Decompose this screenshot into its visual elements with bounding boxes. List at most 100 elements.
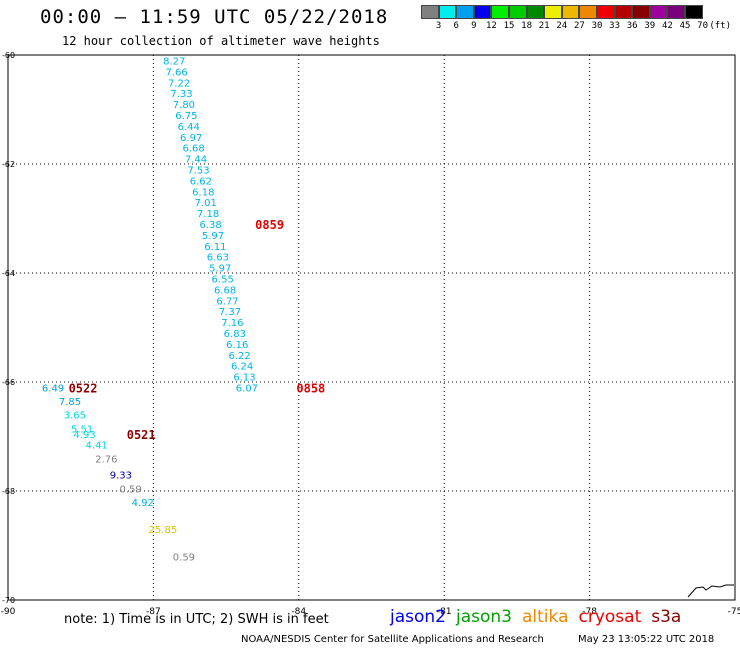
wave-height-value: 7.85 <box>59 397 81 408</box>
color-scale-label: 36 <box>626 21 638 31</box>
wave-height-value: 5.51 <box>71 424 93 435</box>
wave-height-value: 6.49 <box>42 383 64 394</box>
wave-height-value: 7.37 <box>219 307 241 318</box>
wave-height-value: 6.44 <box>178 122 200 133</box>
wave-height-value: 6.18 <box>192 187 214 198</box>
color-swatch <box>544 5 562 19</box>
wave-height-value: 25.85 <box>149 525 178 536</box>
color-scale-label: 30 <box>591 21 603 31</box>
units-note: note: 1) Time is in UTC; 2) SWH is in fe… <box>64 612 329 627</box>
wave-height-value: 0.59 <box>173 552 195 563</box>
x-tick-label: -87 <box>146 607 161 617</box>
wave-height-value: 7.44 <box>185 155 207 166</box>
color-swatch <box>596 5 615 19</box>
y-tick-label: -64 <box>2 269 15 278</box>
color-swatch <box>684 5 703 19</box>
legend-item: s3a <box>651 607 682 627</box>
footer-timestamp: May 23 13:05:22 UTC 2018 <box>578 634 715 645</box>
y-tick-label: -62 <box>2 160 15 169</box>
wave-height-value: 6.55 <box>212 274 234 285</box>
wave-height-value: 0.59 <box>119 484 141 495</box>
color-scale-label: 24 <box>556 21 568 31</box>
y-tick-label: -66 <box>2 378 15 387</box>
color-swatch <box>526 5 545 19</box>
wave-height-value: 6.38 <box>199 220 221 231</box>
footer-credit: NOAA/NESDIS Center for Satellite Applica… <box>241 634 544 645</box>
wave-height-value: 2.76 <box>95 454 117 465</box>
wave-height-value: 6.16 <box>226 340 248 351</box>
pass-time-label: 0858 <box>296 381 325 395</box>
wave-height-value: 4.41 <box>86 441 108 452</box>
wave-height-value: 7.22 <box>168 78 190 89</box>
wave-height-value: 6.11 <box>204 242 226 253</box>
plot-frame <box>7 54 736 601</box>
wave-height-value: 7.16 <box>221 318 243 329</box>
color-scale-labels: 3 6 9 12 15 18 21 24 27 30 33 36 39 42 45 70 (ft) <box>421 21 736 33</box>
wave-height-value: 5.97 <box>209 264 231 275</box>
y-tick-label: -60 <box>2 51 15 60</box>
wave-height-value: 6.07 <box>236 383 258 394</box>
wave-height-value: 6.63 <box>207 253 229 264</box>
x-tick-label: -75 <box>728 607 740 617</box>
color-swatch <box>473 5 492 19</box>
color-swatch <box>649 5 668 19</box>
wave-height-value: 7.53 <box>187 165 209 176</box>
color-swatch <box>438 5 457 19</box>
wave-height-value: 7.33 <box>170 89 192 100</box>
color-scale-label: 12 <box>485 21 497 31</box>
pass-time-label: 0521 <box>127 428 156 442</box>
pass-time-label: 0859 <box>255 218 284 232</box>
legend-item: jason2 <box>390 607 446 627</box>
wave-height-value: 6.77 <box>216 296 238 307</box>
wave-height-value: 4.93 <box>73 430 95 441</box>
color-scale-label: 70 <box>697 21 709 31</box>
color-swatch <box>632 5 650 19</box>
satellite-legend: jason2 jason3 altika cryosat s3a <box>390 607 691 627</box>
color-scale-label: 3 <box>435 21 442 31</box>
coastline <box>687 584 734 598</box>
wave-height-value: 6.22 <box>229 351 251 362</box>
legend-item: jason3 <box>456 607 512 627</box>
chart-subtitle: 12 hour collection of altimeter wave hei… <box>62 34 380 48</box>
color-scale-label: (ft) <box>709 21 732 31</box>
wave-height-value: 7.01 <box>195 198 217 209</box>
pass-time-label: 0522 <box>69 381 98 395</box>
color-swatch <box>579 5 597 19</box>
x-tick-label: -84 <box>291 607 306 617</box>
color-swatch <box>456 5 474 19</box>
color-scale-label: 27 <box>573 21 585 31</box>
color-scale-label: 33 <box>609 21 621 31</box>
wave-height-value: 7.18 <box>197 209 219 220</box>
color-swatch <box>491 5 509 19</box>
color-swatch <box>614 5 633 19</box>
x-tick-label: -90 <box>1 607 16 617</box>
y-tick-label: -68 <box>2 487 15 496</box>
color-scale-label: 39 <box>644 21 656 31</box>
legend-item: cryosat <box>578 607 642 627</box>
wave-height-value: 5.97 <box>202 231 224 242</box>
color-swatch <box>667 5 685 19</box>
legend-item: altika <box>522 607 569 627</box>
wave-height-value: 8.27 <box>163 56 185 67</box>
color-scale-label: 18 <box>521 21 533 31</box>
color-swatch <box>561 5 580 19</box>
color-scale-label: 6 <box>453 21 459 31</box>
color-scale-label: 15 <box>503 21 515 31</box>
color-swatch <box>421 5 439 19</box>
color-swatch <box>508 5 527 19</box>
color-scale-label: 42 <box>661 21 673 31</box>
color-scale-bar <box>421 5 703 19</box>
wave-height-value: 6.62 <box>190 176 212 187</box>
color-scale-label: 45 <box>679 21 691 31</box>
x-tick-label: -81 <box>437 607 452 617</box>
color-scale-label: 21 <box>538 21 550 31</box>
wave-height-value: 9.33 <box>110 471 132 482</box>
wave-height-value: 6.24 <box>231 362 253 373</box>
wave-height-value: 7.80 <box>173 100 195 111</box>
wave-height-value: 3.65 <box>64 411 86 422</box>
chart-title: 00:00 – 11:59 UTC 05/22/2018 <box>40 6 389 28</box>
x-tick-label: -78 <box>582 607 597 617</box>
wave-height-value: 6.75 <box>175 111 197 122</box>
y-tick-label: -70 <box>2 596 15 605</box>
color-scale-label: 9 <box>471 21 477 31</box>
